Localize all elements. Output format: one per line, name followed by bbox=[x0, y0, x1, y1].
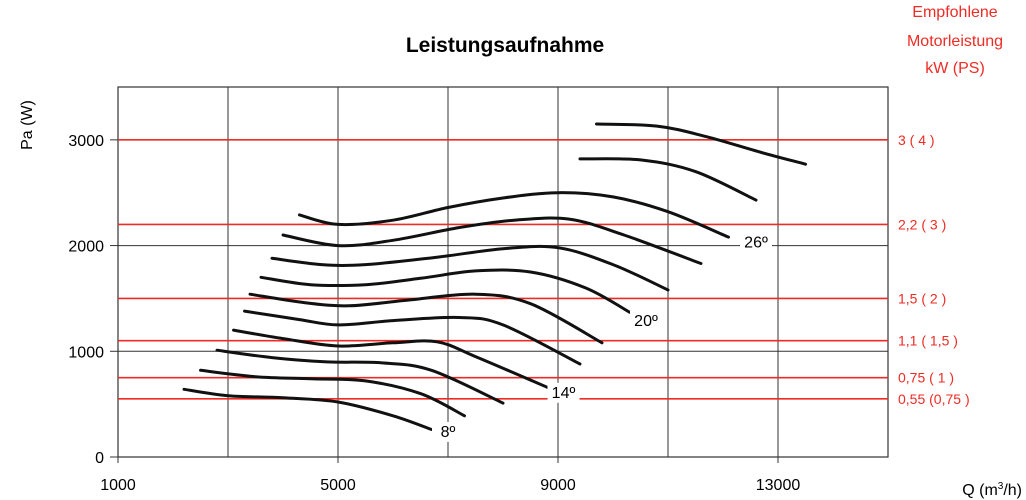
y-tick-label: 1000 bbox=[68, 344, 104, 361]
power-curve bbox=[281, 216, 703, 265]
y-tick-label: 0 bbox=[95, 450, 104, 467]
y-axis-label: Pa (W) bbox=[19, 100, 36, 150]
y-tick-label: 3000 bbox=[68, 133, 104, 150]
power-curve bbox=[298, 191, 730, 239]
motor-level-label: 2,2 ( 3 ) bbox=[898, 216, 946, 232]
curve-labels: 8º 14º 20º 26º bbox=[432, 232, 772, 442]
right-axis-title-line-1: Empfohlene bbox=[912, 4, 997, 21]
power-curve bbox=[243, 309, 582, 366]
motor-level-label: 0,75 ( 1 ) bbox=[898, 370, 954, 386]
curve-angle-label: 8º bbox=[441, 424, 456, 441]
x-tick-label: 1000 bbox=[100, 477, 136, 494]
curve-label-background bbox=[740, 232, 772, 253]
motor-level-label: 1,1 ( 1,5 ) bbox=[898, 333, 958, 349]
power-curve bbox=[270, 244, 670, 292]
curve-angle-label: 26º bbox=[744, 235, 768, 252]
power-curve bbox=[232, 328, 549, 389]
x-tick-label: 5000 bbox=[320, 477, 356, 494]
curve-label-background bbox=[432, 421, 464, 442]
x-tick-label: 13000 bbox=[756, 477, 801, 494]
power-curve bbox=[578, 157, 758, 202]
power-curve bbox=[182, 387, 433, 431]
motor-level-label: 1,5 ( 2 ) bbox=[898, 290, 946, 306]
x-axis-label-superscript: 3 bbox=[998, 481, 1004, 492]
y-tick-label: 2000 bbox=[68, 239, 104, 256]
power-curves bbox=[182, 122, 807, 431]
right-axis-title: Empfohlene Motorleistung kW (PS) bbox=[907, 4, 1003, 77]
x-tick-label: 9000 bbox=[540, 477, 576, 494]
axis-ticks: 0 1000 2000 3000 1000 5000 9000 13000 bbox=[68, 133, 800, 494]
power-curve bbox=[248, 292, 604, 345]
power-curve bbox=[215, 348, 505, 405]
motor-level-label: 3 ( 4 ) bbox=[898, 132, 935, 148]
power-curve bbox=[595, 122, 807, 166]
x-axis-label: Q (m3/h) bbox=[962, 481, 1022, 499]
power-curve bbox=[199, 368, 466, 418]
right-axis-title-line-2: Motorleistung bbox=[907, 33, 1003, 50]
power-curve bbox=[259, 268, 631, 314]
motor-level-label: 0,55 (0,75 ) bbox=[898, 391, 970, 407]
curve-label-background bbox=[547, 382, 580, 403]
x-axis-label-prefix: Q (m bbox=[962, 482, 998, 499]
curve-angle-label: 20º bbox=[634, 313, 658, 330]
curve-label-background bbox=[630, 310, 662, 331]
chart-title: Leistungsaufnahme bbox=[406, 34, 604, 57]
motor-level-lines: 3 ( 4 ) 2,2 ( 3 ) 1,5 ( 2 ) 1,1 ( 1,5 ) 0,75… bbox=[118, 132, 970, 407]
right-axis-title-line-3: kW (PS) bbox=[925, 60, 985, 77]
x-axis-label-suffix: /h) bbox=[1003, 482, 1022, 499]
curve-angle-label: 14º bbox=[552, 385, 576, 402]
